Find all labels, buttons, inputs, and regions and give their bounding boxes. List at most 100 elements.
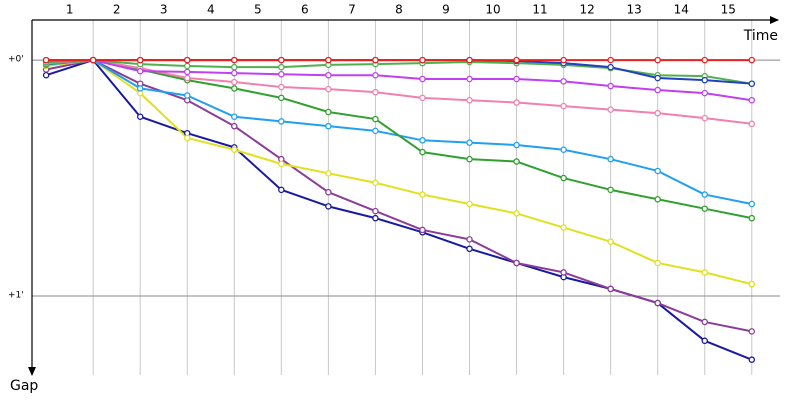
x-tick-label: 9	[442, 3, 450, 17]
data-point	[607, 56, 614, 64]
data-point	[748, 120, 756, 128]
series-line	[46, 59, 752, 205]
data-point	[560, 56, 567, 64]
data-point	[701, 56, 708, 64]
data-point	[231, 56, 238, 64]
x-tick-label: 12	[579, 3, 594, 17]
data-point	[701, 269, 708, 276]
data-point	[183, 62, 191, 70]
series-line	[46, 59, 752, 220]
x-tick-label: 3	[160, 3, 168, 17]
data-point	[231, 146, 238, 153]
x-tick-label: 11	[532, 3, 547, 17]
data-point	[183, 74, 191, 82]
data-point	[183, 92, 191, 99]
x-tick-label: 14	[674, 3, 689, 17]
x-tick-label: 15	[721, 3, 736, 17]
x-tick-label: 4	[207, 3, 215, 17]
x-tick-label: 6	[301, 3, 309, 17]
data-point	[701, 114, 708, 122]
data-point	[42, 56, 50, 64]
data-point	[654, 196, 661, 203]
data-point	[701, 89, 708, 97]
x-tick-label: 13	[627, 3, 642, 17]
data-point	[325, 85, 332, 93]
data-point	[513, 75, 520, 83]
data-point	[372, 56, 379, 64]
data-point	[701, 76, 708, 84]
data-point	[513, 99, 520, 106]
data-point	[183, 68, 191, 76]
data-point	[278, 83, 285, 91]
x-tick-label: 10	[485, 3, 500, 17]
data-point	[136, 67, 144, 75]
data-point	[748, 328, 756, 335]
data-point	[654, 299, 661, 307]
data-point	[466, 236, 473, 243]
data-point	[748, 80, 756, 87]
data-point	[701, 191, 708, 198]
x-tick-label: 7	[348, 3, 356, 17]
data-point	[513, 141, 520, 149]
data-point	[748, 356, 756, 363]
data-point	[466, 96, 473, 104]
data-point	[325, 108, 332, 116]
data-point	[701, 318, 708, 326]
data-point	[748, 214, 756, 222]
data-point	[513, 210, 520, 217]
data-point	[231, 78, 238, 86]
data-point	[607, 238, 614, 245]
data-point	[607, 186, 614, 194]
data-point	[325, 122, 332, 130]
data-point	[278, 56, 285, 64]
data-point	[607, 63, 614, 71]
data-point	[654, 56, 661, 64]
data-point	[654, 259, 661, 267]
data-point	[136, 113, 144, 120]
data-point	[372, 115, 379, 123]
data-point	[372, 88, 379, 96]
data-point	[560, 224, 567, 231]
data-point	[325, 56, 332, 64]
series-line	[46, 59, 752, 125]
series-line	[46, 59, 752, 102]
data-point	[372, 127, 379, 135]
data-point	[654, 167, 661, 175]
data-point	[372, 207, 379, 215]
data-point	[231, 63, 238, 71]
data-point	[419, 226, 426, 234]
data-point	[560, 174, 567, 182]
data-point	[278, 118, 285, 125]
data-point	[748, 56, 756, 64]
y-tick-label: +0'	[8, 55, 24, 65]
data-point	[607, 285, 614, 293]
x-tick-label: 1	[66, 3, 74, 17]
data-point	[183, 56, 191, 64]
data-point	[419, 75, 426, 83]
data-point	[607, 82, 614, 90]
data-point	[419, 137, 426, 144]
data-point	[560, 78, 567, 85]
data-point	[42, 71, 50, 79]
data-point	[748, 200, 756, 208]
grid	[32, 20, 780, 375]
data-point	[278, 63, 285, 71]
data-point	[278, 94, 285, 102]
y-tick-label: +1'	[8, 290, 24, 300]
data-point	[419, 148, 426, 156]
data-point	[325, 71, 332, 79]
data-point	[183, 134, 191, 142]
data-point	[607, 106, 614, 113]
data-point	[231, 69, 238, 77]
data-point	[701, 337, 708, 345]
data-point	[278, 186, 285, 194]
data-point	[325, 170, 332, 177]
data-point	[466, 155, 473, 163]
data-point	[136, 56, 144, 64]
data-point	[513, 259, 520, 267]
data-point	[560, 269, 567, 276]
data-point	[654, 109, 661, 117]
data-point	[231, 122, 238, 130]
data-point	[560, 146, 567, 153]
data-point	[701, 205, 708, 212]
